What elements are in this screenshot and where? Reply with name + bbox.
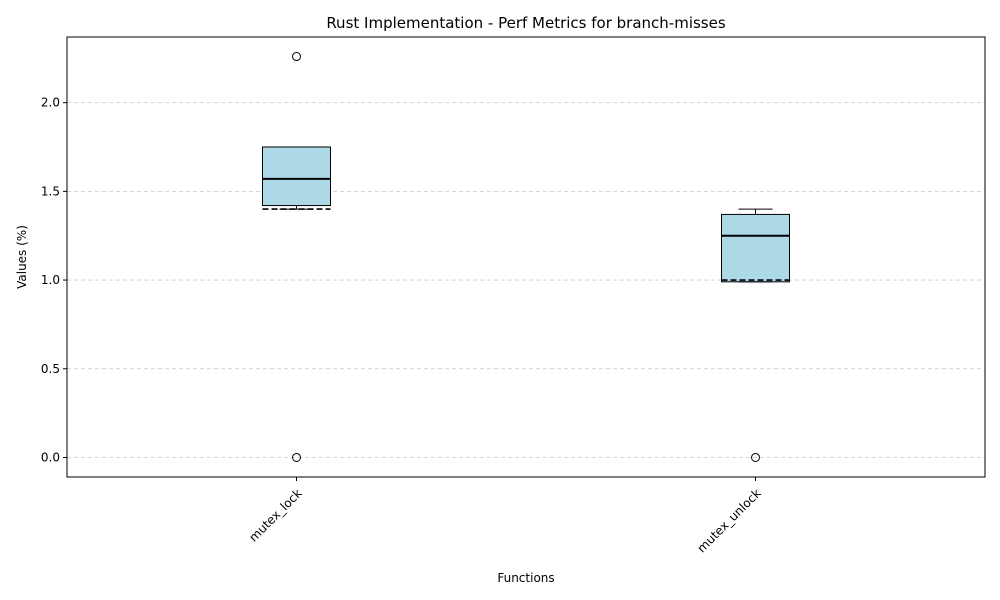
x-tick-label: mutex_unlock xyxy=(695,486,764,555)
plot-area-frame xyxy=(66,36,986,478)
box-plots xyxy=(262,52,790,462)
box-mutex_lock xyxy=(262,52,331,462)
box-iqr xyxy=(262,146,331,207)
y-axis-label: Values (%) xyxy=(15,225,29,289)
x-axis-label: Functions xyxy=(497,571,554,585)
x-axis-ticks: mutex_lock mutex_unlock xyxy=(246,477,764,555)
chart-title: Rust Implementation - Perf Metrics for b… xyxy=(326,14,726,32)
outlier-point xyxy=(292,452,301,462)
y-tick-label: 1.0 xyxy=(41,273,60,287)
x-tick-label: mutex_lock xyxy=(246,486,304,544)
y-tick-label: 2.0 xyxy=(41,96,60,110)
outlier-point xyxy=(292,52,301,62)
y-axis-ticks: 0.0 0.5 1.0 1.5 2.0 xyxy=(41,96,67,464)
outlier-point xyxy=(751,452,760,462)
y-tick-label: 0.5 xyxy=(41,362,60,376)
box-mutex_unlock xyxy=(721,208,790,462)
y-tick-label: 0.0 xyxy=(41,450,60,464)
box-iqr xyxy=(721,213,790,283)
y-tick-label: 1.5 xyxy=(41,184,60,198)
grid-lines xyxy=(67,102,985,458)
